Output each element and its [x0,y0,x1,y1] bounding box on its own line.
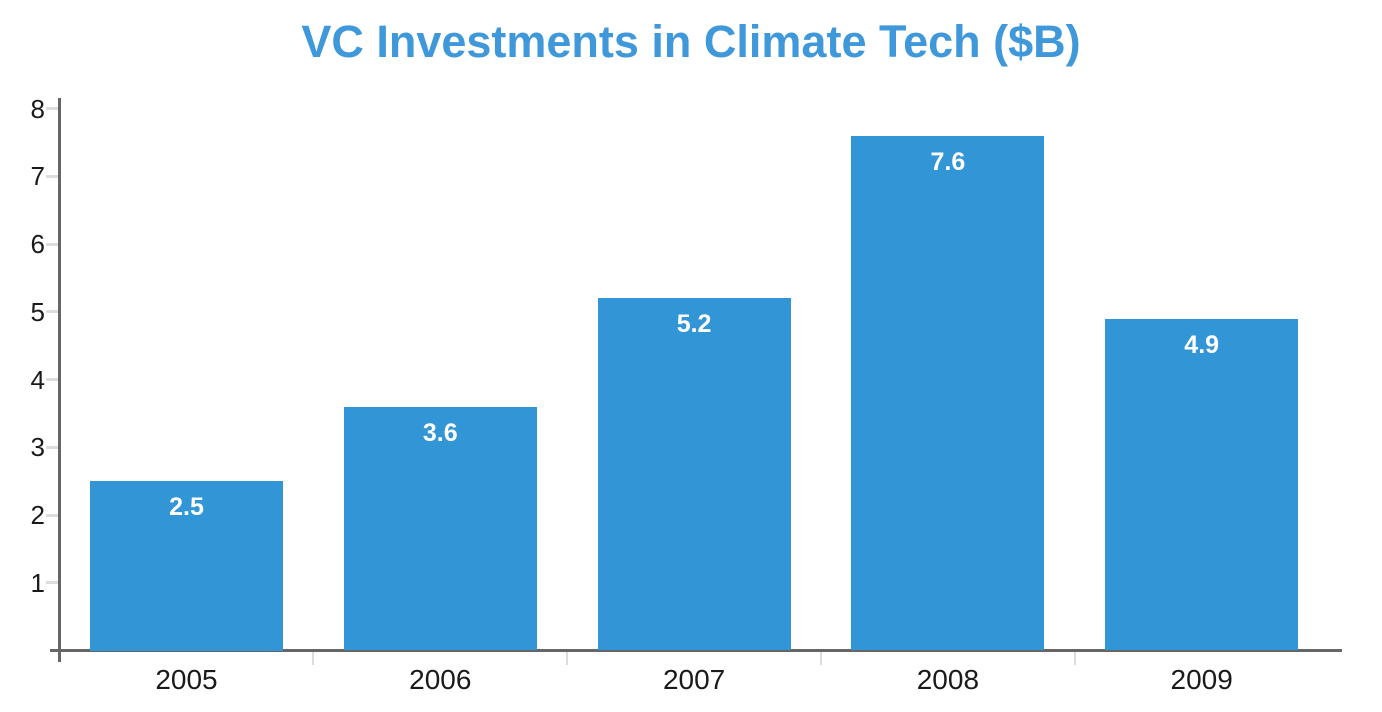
y-tick-mark [46,174,58,178]
x-tick-label: 2005 [155,664,218,695]
y-tick-mark [46,513,58,517]
bar [1105,318,1299,651]
y-tick-mark [46,107,58,110]
bar-value-label: 4.9 [1184,330,1220,359]
x-tick-mark [820,652,822,665]
y-tick-label: 5 [30,296,45,327]
x-tick-mark [566,652,569,665]
x-axis-line [50,649,1342,652]
y-tick-mark [46,378,58,381]
bar-value-label: 5.2 [676,310,712,339]
y-axis-line [58,98,61,662]
y-tick-label: 8 [30,93,45,124]
x-tick-label: 2008 [916,664,980,695]
y-tick-label: 2 [30,500,45,530]
x-tick-mark [312,652,315,665]
y-tick-mark [46,310,58,314]
y-tick-mark [46,242,58,246]
y-tick-label: 6 [30,229,45,259]
chart-title: VC Investments in Climate Tech ($B) [301,16,1081,67]
bar [90,481,283,651]
x-tick-label: 2007 [662,664,726,695]
bar-value-label: 3.6 [422,418,458,447]
y-tick-label: 1 [30,567,45,598]
y-tick-label: 7 [30,161,45,192]
x-tick-label: 2006 [409,664,472,695]
bar-value-label: 2.5 [169,493,204,522]
y-tick-label: 4 [30,364,45,395]
bar [851,135,1045,651]
y-tick-mark [46,445,58,449]
bar [597,298,791,651]
y-tick-mark [46,581,58,585]
x-tick-mark [1073,652,1076,665]
bar-value-label: 7.6 [930,147,966,176]
x-tick-label: 2009 [1170,664,1233,695]
bar [343,406,537,651]
y-tick-label: 3 [30,432,45,463]
